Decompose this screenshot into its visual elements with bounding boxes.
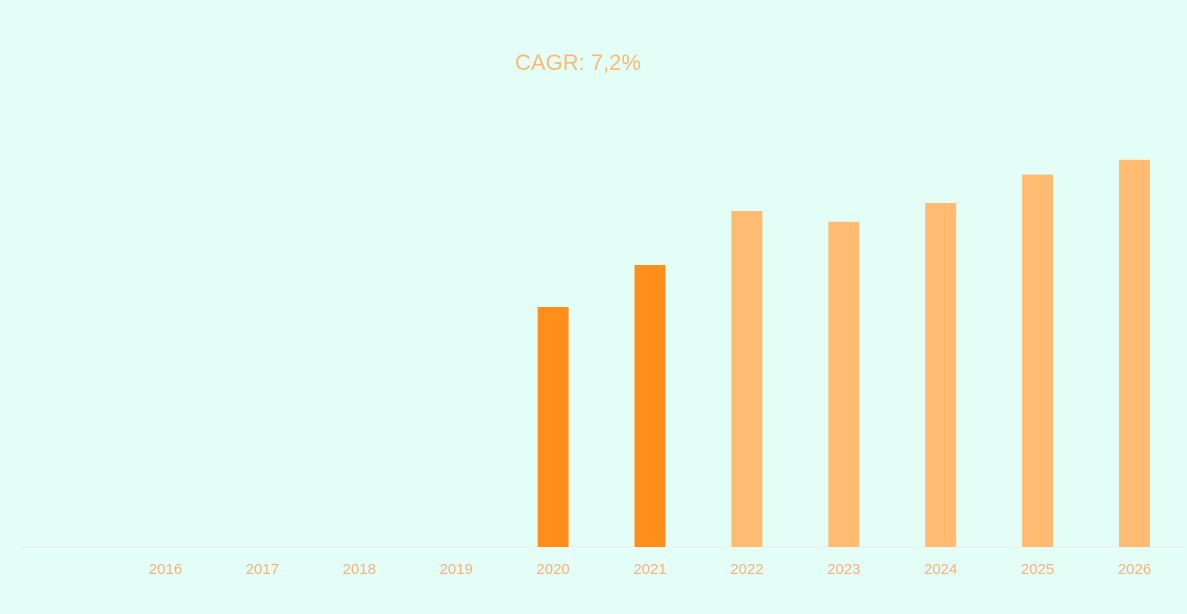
x-tick-label-2023: 2023 xyxy=(827,561,860,578)
bar-2021 xyxy=(634,265,666,547)
x-tick-label-2017: 2017 xyxy=(246,561,279,578)
x-tick-label-2022: 2022 xyxy=(730,561,763,578)
x-tick-label-2020: 2020 xyxy=(536,561,569,578)
bar-2022 xyxy=(731,211,763,547)
x-tick-label-2026: 2026 xyxy=(1118,561,1151,578)
chart-title: CAGR: 7,2% xyxy=(515,50,641,75)
bar-2023 xyxy=(828,221,860,548)
x-tick-label-2016: 2016 xyxy=(149,561,182,578)
x-tick-label-2018: 2018 xyxy=(343,561,376,578)
x-tick-label-2024: 2024 xyxy=(924,561,957,578)
x-tick-label-2025: 2025 xyxy=(1021,561,1054,578)
bar-2025 xyxy=(1022,174,1054,547)
x-tick-label-2019: 2019 xyxy=(440,561,473,578)
bar-2026 xyxy=(1119,159,1150,548)
bar-2020 xyxy=(537,307,569,547)
x-tick-label-2021: 2021 xyxy=(633,561,666,578)
bar-2024 xyxy=(925,203,957,547)
x-tick-labels: 2016 2017 2018 2019 2020 2021 2022 2023 2024 2025… xyxy=(149,561,1151,578)
bars-group xyxy=(537,159,1150,548)
